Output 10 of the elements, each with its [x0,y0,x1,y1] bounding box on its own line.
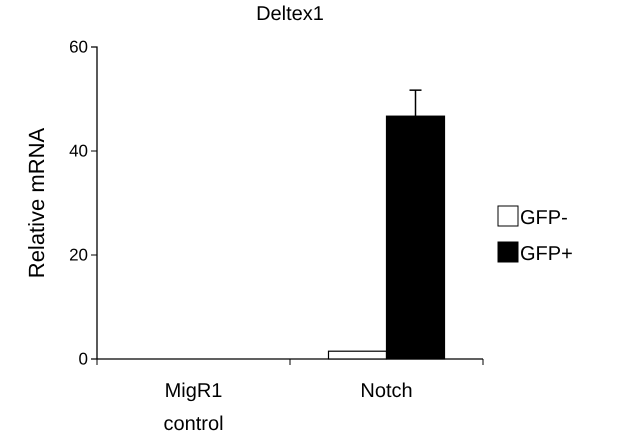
legend-label: GFP- [520,207,568,229]
y-tick-label: 0 [78,349,88,368]
y-axis-title: Relative mRNA [24,127,49,278]
x-tick-label: Notch [360,380,413,402]
y-tick-label: 40 [69,141,88,160]
y-tick-label: 60 [69,37,88,56]
legend-label: GFP+ [520,243,573,265]
chart-title: Deltex1 [256,3,324,25]
x-tick-label: MigR1 control [163,380,224,435]
y-tick-label: 20 [69,245,88,264]
